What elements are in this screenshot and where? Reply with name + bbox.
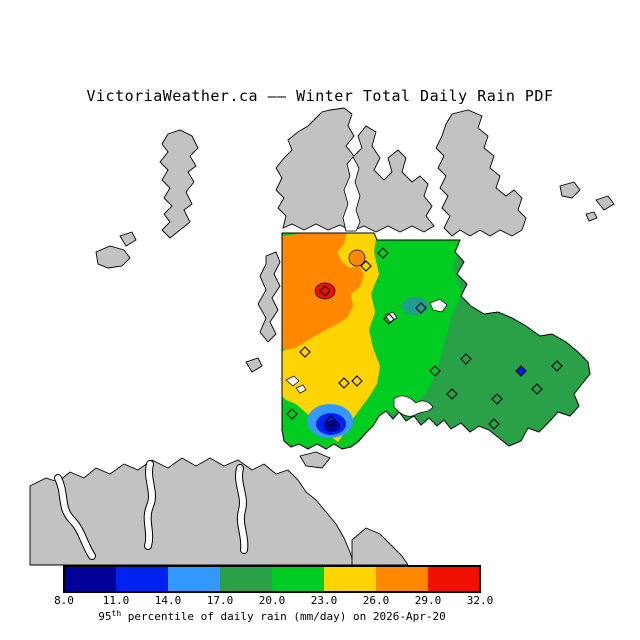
river-channels: [54, 460, 249, 560]
colorbar-segment: [272, 566, 324, 592]
station-marker: [383, 313, 395, 325]
station-marker: [515, 365, 527, 377]
colorbar-tick-label: 11.0: [103, 594, 130, 607]
station-marker: [415, 302, 427, 314]
colorbar-tick-label: 17.0: [207, 594, 234, 607]
lake-small-2: [295, 384, 307, 394]
field-orange-pocket: [348, 249, 366, 267]
caption-rest: percentile of daily rain (mm/day) on 202…: [121, 610, 446, 623]
colorbar-segment: [428, 566, 480, 592]
station-marker: [377, 247, 389, 259]
colorbar-tick-labels: 8.0 11.0 14.0 17.0 20.0 23.0 26.0 29.0 32.0: [54, 594, 493, 607]
station-marker: [429, 365, 441, 377]
station-markers: [286, 247, 563, 430]
colorbar-tick-label: 29.0: [415, 594, 442, 607]
island-northwest-tiny: [119, 231, 137, 247]
station-marker: [286, 408, 298, 420]
island-east-3: [585, 211, 598, 222]
inlet-channel: [342, 156, 361, 232]
peninsula-west-strip: [257, 251, 281, 343]
station-marker: [531, 383, 543, 395]
colorbar: [63, 565, 481, 593]
station-marker: [299, 346, 311, 358]
station-marker: [351, 375, 363, 387]
island-northwest-large: [159, 129, 199, 239]
island-east-2: [595, 195, 615, 211]
caption-base: 95: [98, 610, 111, 623]
station-marker: [446, 388, 458, 400]
colorbar-tick-label: 20.0: [259, 594, 286, 607]
lake-small-1: [285, 375, 300, 387]
colorbar-segment: [116, 566, 168, 592]
field-teal-pocket: [402, 297, 428, 315]
rain-field: [282, 233, 590, 449]
colorbar-segment: [324, 566, 376, 592]
colorbar-segment: [64, 566, 116, 592]
colorbar-segment: [220, 566, 272, 592]
harbour-inlet: [393, 395, 434, 417]
station-marker: [488, 418, 500, 430]
islet-west: [245, 357, 263, 373]
field-red-max: [314, 282, 336, 300]
colorbar-tick-label: 23.0: [311, 594, 338, 607]
landmasses: [29, 107, 615, 566]
colorbar-tick-label: 26.0: [363, 594, 390, 607]
colorbar-segment: [376, 566, 428, 592]
caption-superscript: th: [112, 609, 122, 618]
station-marker: [319, 285, 331, 297]
station-marker: [338, 377, 350, 389]
figure-title: VictoriaWeather.ca —— Winter Total Daily…: [86, 87, 553, 105]
station-marker: [460, 353, 472, 365]
landmass-south-east: [351, 527, 409, 566]
region-coastline: [281, 232, 591, 450]
station-marker: [360, 260, 372, 272]
lake-small-4: [429, 298, 448, 313]
colorbar-tick-label: 14.0: [155, 594, 182, 607]
islet-south-center: [299, 451, 331, 469]
station-marker: [551, 360, 563, 372]
island-northwest-small: [95, 245, 131, 269]
colorbar-tick-label: 8.0: [54, 594, 74, 607]
colorbar-border: [63, 565, 481, 593]
station-marker: [491, 393, 503, 405]
landmass-south: [29, 457, 355, 566]
colorbar-segment: [168, 566, 220, 592]
colorbar-caption: 95th percentile of daily rain (mm/day) o…: [98, 609, 445, 623]
station-marker: [325, 415, 337, 427]
colorbar-tick-label: 32.0: [467, 594, 494, 607]
island-east-1: [559, 181, 581, 199]
landmass-northeast: [435, 109, 527, 237]
